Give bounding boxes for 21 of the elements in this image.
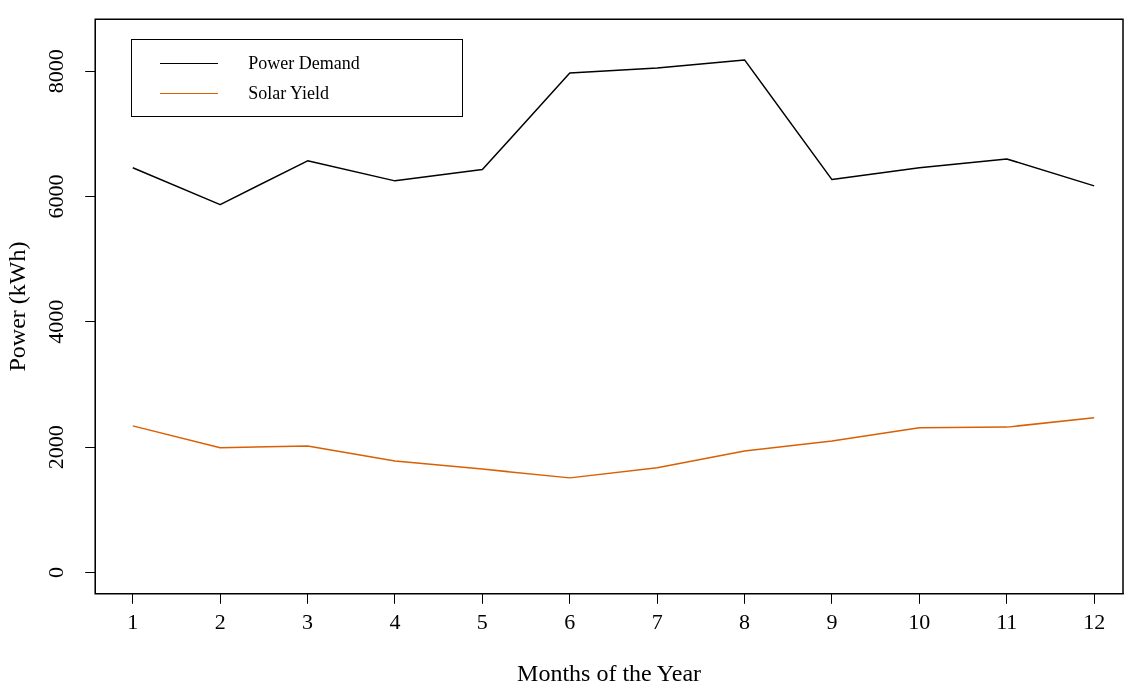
x-axis-title: Months of the Year xyxy=(517,659,702,686)
x-tick-label: 9 xyxy=(826,608,838,634)
y-axis-title: Power (kWh) xyxy=(3,241,30,372)
x-tick-label: 11 xyxy=(996,608,1018,634)
x-tick-label: 7 xyxy=(651,608,663,634)
x-tick-label: 12 xyxy=(1083,608,1106,634)
y-tick-label: 0 xyxy=(42,567,68,578)
y-tick-label: 6000 xyxy=(42,174,68,219)
x-tick-label: 8 xyxy=(739,608,751,634)
x-tick-label: 6 xyxy=(564,608,576,634)
legend-label: Solar Yield xyxy=(248,82,330,104)
x-tick-label: 1 xyxy=(127,608,139,634)
x-tick-label: 10 xyxy=(908,608,931,634)
x-tick-label: 4 xyxy=(389,608,401,634)
x-tick-label: 2 xyxy=(214,608,226,634)
legend-label: Power Demand xyxy=(248,52,360,74)
x-tick-label: 3 xyxy=(302,608,314,634)
x-tick-label: 5 xyxy=(476,608,488,634)
y-tick-label: 4000 xyxy=(42,299,68,344)
y-tick-label: 8000 xyxy=(42,49,68,94)
y-tick-label: 2000 xyxy=(42,425,68,470)
